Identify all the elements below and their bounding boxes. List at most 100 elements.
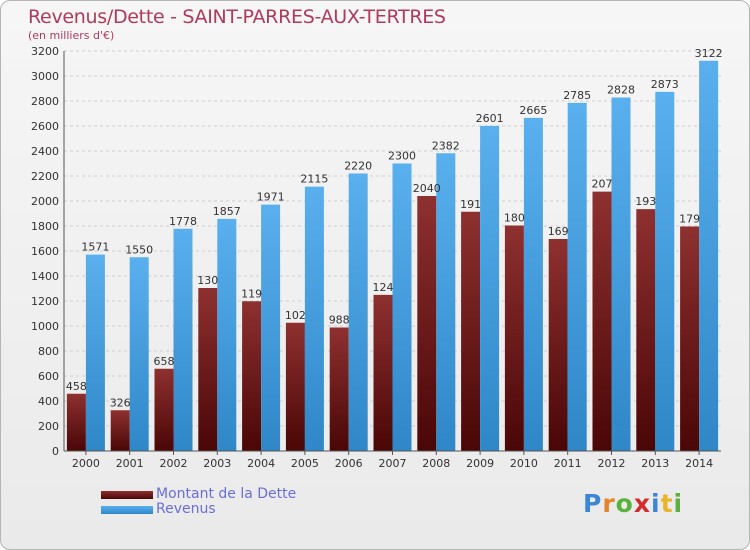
- x-tick-label: 2001: [116, 457, 144, 470]
- data-label-dette: 102: [285, 309, 306, 322]
- x-tick-label: 2005: [291, 457, 319, 470]
- x-tick-label: 2002: [160, 457, 188, 470]
- legend-swatch-dette: [101, 491, 153, 499]
- y-tick-label: 800: [38, 345, 59, 358]
- data-label-dette: 180: [504, 212, 525, 225]
- bar-dette: [66, 393, 86, 451]
- proxiti-logo: Proxiti: [583, 489, 684, 518]
- legend-label-dette: Montant de la Dette: [156, 486, 297, 502]
- chart-title: Revenus/Dette - SAINT-PARRES-AUX-TERTRES: [28, 6, 446, 28]
- x-tick-label: 2012: [598, 457, 626, 470]
- bar-revenus: [523, 117, 543, 451]
- y-tick-label: 1200: [31, 295, 59, 308]
- y-tick-label: 1400: [31, 270, 59, 283]
- data-label-dette: 207: [592, 178, 613, 191]
- bar-dette: [592, 191, 612, 451]
- y-tick-label: 3200: [31, 45, 59, 58]
- bar-revenus: [655, 91, 675, 451]
- y-tick-label: 0: [52, 445, 59, 458]
- chart-subtitle: (en milliers d'€): [28, 29, 115, 42]
- x-tick-label: 2011: [554, 457, 582, 470]
- data-label-dette: 988: [329, 314, 350, 327]
- x-tick-label: 2006: [335, 457, 363, 470]
- data-label-revenus: 1778: [169, 215, 197, 228]
- data-label-dette: 130: [197, 274, 218, 287]
- x-tick-label: 2003: [203, 457, 231, 470]
- bar-revenus: [173, 228, 193, 451]
- x-tick-label: 2007: [379, 457, 407, 470]
- data-label-revenus: 2601: [476, 112, 504, 125]
- data-label-revenus: 2300: [388, 150, 416, 163]
- x-tick-label: 2004: [247, 457, 275, 470]
- data-label-revenus: 3122: [695, 47, 723, 60]
- data-labels: 458 1571 326 1550 658 1778 130 1857 119 1971 102 21…: [66, 47, 723, 410]
- y-tick-label: 1600: [31, 245, 59, 258]
- bar-dette: [373, 294, 393, 451]
- bar-dette: [417, 196, 437, 451]
- bar-dette: [548, 239, 568, 451]
- bar-dette: [504, 225, 524, 451]
- data-label-revenus: 2382: [432, 139, 460, 152]
- y-tick-label: 200: [38, 420, 59, 433]
- data-label-dette: 326: [110, 396, 131, 409]
- y-tick-label: 1000: [31, 320, 59, 333]
- data-label-revenus: 2115: [300, 173, 328, 186]
- data-label-revenus: 2785: [563, 89, 591, 102]
- legend-label-revenus: Revenus: [156, 501, 216, 517]
- bar-revenus: [699, 60, 719, 451]
- bar-revenus: [261, 204, 281, 451]
- x-tick-label: 2013: [641, 457, 669, 470]
- bar-revenus: [217, 218, 237, 451]
- x-tick-label: 2009: [466, 457, 494, 470]
- x-tick-label: 2010: [510, 457, 538, 470]
- y-tick-label: 2600: [31, 120, 59, 133]
- bar-revenus: [348, 173, 368, 451]
- bar-dette: [329, 327, 349, 451]
- data-label-revenus: 2828: [607, 84, 635, 97]
- bar-dette: [461, 211, 481, 451]
- bar-revenus: [129, 257, 149, 451]
- data-label-revenus: 2873: [651, 78, 679, 91]
- data-label-dette: 119: [241, 287, 262, 300]
- y-tick-label: 2200: [31, 170, 59, 183]
- legend-swatch-revenus: [101, 506, 153, 514]
- bar-revenus: [85, 254, 105, 451]
- x-tick-label: 2008: [422, 457, 450, 470]
- data-label-dette: 2040: [413, 182, 441, 195]
- data-label-revenus: 1857: [213, 205, 241, 218]
- x-tick-label: 2000: [72, 457, 100, 470]
- data-label-dette: 658: [154, 355, 175, 368]
- y-tick-label: 2000: [31, 195, 59, 208]
- y-tick-label: 1800: [31, 220, 59, 233]
- data-label-dette: 169: [548, 225, 569, 238]
- data-label-revenus: 2220: [344, 160, 372, 173]
- x-tick-label: 2014: [685, 457, 713, 470]
- bar-dette: [680, 226, 700, 451]
- y-tick-label: 3000: [31, 70, 59, 83]
- y-tick-label: 2800: [31, 95, 59, 108]
- bar-dette: [285, 322, 305, 451]
- bar-dette: [154, 368, 174, 451]
- data-label-revenus: 1571: [81, 241, 109, 254]
- data-label-dette: 191: [460, 198, 481, 211]
- data-label-revenus: 1550: [125, 243, 153, 256]
- bar-dette: [198, 288, 218, 451]
- bar-dette: [242, 301, 262, 451]
- data-label-dette: 179: [679, 213, 700, 226]
- data-label-dette: 124: [373, 281, 394, 294]
- bar-revenus: [436, 153, 456, 451]
- bar-dette: [110, 410, 130, 451]
- axes: 0 200 400 600 800 1000 1200 1400 1600 1800 2000 220…: [31, 45, 721, 470]
- bar-revenus: [392, 163, 412, 451]
- data-label-dette: 458: [66, 380, 87, 393]
- data-label-dette: 193: [635, 195, 656, 208]
- bar-revenus: [480, 125, 500, 451]
- y-tick-label: 2400: [31, 145, 59, 158]
- bar-dette: [636, 209, 656, 451]
- y-tick-label: 400: [38, 395, 59, 408]
- bar-revenus: [567, 102, 587, 451]
- data-label-revenus: 2665: [519, 104, 547, 117]
- bar-revenus: [304, 186, 324, 451]
